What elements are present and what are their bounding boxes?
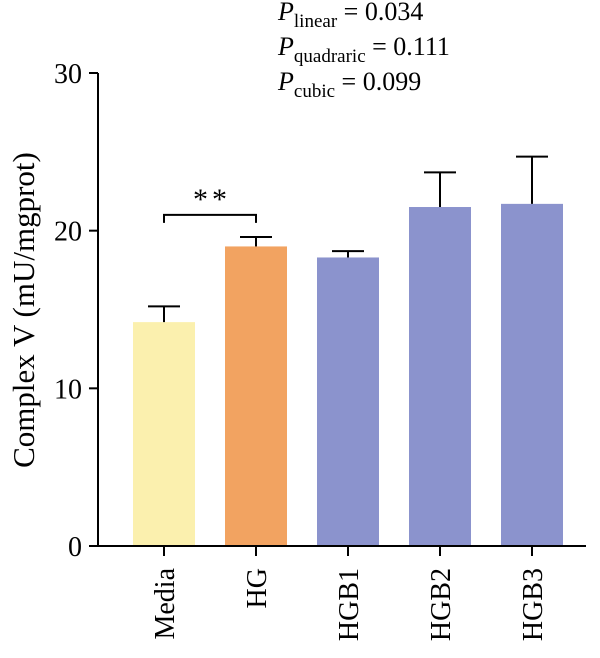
p-value-annotations: Plinear = 0.034 Pquadraric = 0.111 Pcubi… — [277, 0, 450, 102]
error-bar-media — [148, 305, 180, 323]
bar-hgb1 — [317, 257, 379, 546]
significance-bracket: ** — [163, 183, 257, 223]
p-linear-annotation: Plinear = 0.034 — [277, 0, 423, 32]
y-tick-label-0: 0 — [68, 532, 82, 563]
significance-label: ** — [193, 183, 231, 216]
x-tick-label-hgb1: HGB1 — [334, 568, 365, 641]
x-tick-label-hg: HG — [242, 568, 273, 608]
bars — [133, 203, 563, 546]
y-tick-label-20: 20 — [54, 217, 82, 248]
bar-hgb3 — [501, 203, 563, 546]
error-bar-hgb1 — [332, 250, 364, 258]
y-axis-label: Complex V (mU/mgprot) — [6, 152, 41, 468]
x-tick-label-hgb3: HGB3 — [518, 568, 549, 641]
y-tick-label-30: 30 — [54, 59, 82, 90]
error-bars — [148, 155, 548, 323]
error-bar-hgb2 — [424, 171, 456, 208]
bar-hgb2 — [409, 207, 471, 546]
axes: 0 10 20 30 Media HG HGB1 HGB2 HGB3 — [54, 59, 586, 641]
error-bar-hg — [240, 235, 272, 247]
p-cubic-annotation: Pcubic = 0.099 — [277, 67, 421, 102]
y-tick-label-10: 10 — [54, 374, 82, 405]
bar-hg — [225, 246, 287, 546]
error-bar-hgb3 — [516, 155, 548, 204]
significance-line — [163, 213, 257, 223]
x-tick-label-hgb2: HGB2 — [426, 568, 457, 641]
bar-media — [133, 322, 195, 546]
x-tick-label-media: Media — [150, 567, 181, 639]
p-quadraric-annotation: Pquadraric = 0.111 — [277, 32, 450, 67]
